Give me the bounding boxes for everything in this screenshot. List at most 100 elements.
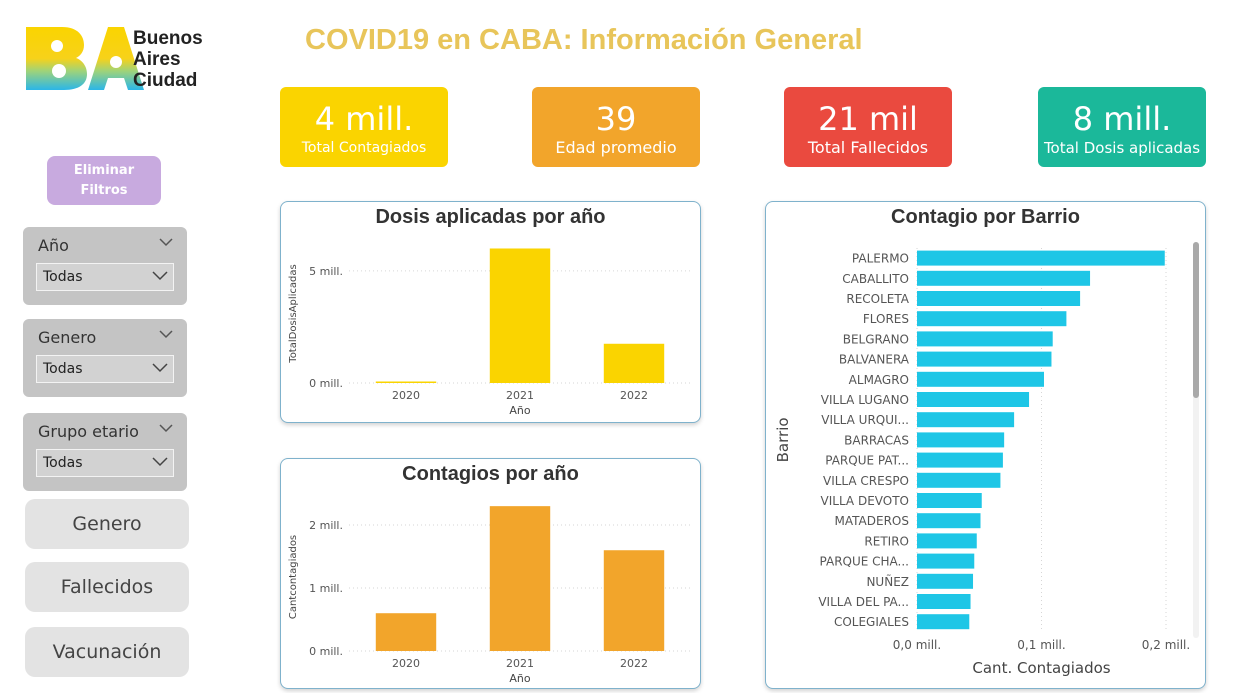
y-axis-title: Cantcontagiados [288,535,299,619]
chevron-down-icon[interactable] [159,423,173,433]
y-tick-label: VILLA DEVOTO [821,494,909,508]
slicer-title: Genero [38,328,97,347]
kpi-label: Total Contagiados [301,140,427,156]
bar [917,371,1044,387]
x-axis-title: Año [509,404,530,417]
y-tick-label: PALERMO [852,252,909,266]
slicer-value: Todas [43,455,83,471]
bar [917,412,1015,428]
chart-barrio-svg: 0,0 mill. 0,1 mill. 0,2 mill. PALERMO CABALL… [774,248,1190,677]
chart-dosis-por-anio: Dosis aplicadas por año 0 mill. 5 mill. 20… [280,201,701,423]
bar [917,513,981,529]
bar [917,493,982,508]
y-tick-label: BARRACAS [844,433,909,447]
slicer-dropdown[interactable]: Todas [36,449,174,477]
x-tick-label: 2020 [392,657,420,670]
clear-filters-button[interactable]: Eliminar Filtros [47,156,161,205]
nav-genero-button[interactable]: Genero [25,499,189,549]
x-tick-label: 2022 [620,657,648,670]
kpi-label: Total Dosis aplicadas [1043,139,1201,157]
kpi-value: 8 mill. [1072,100,1172,138]
chevron-down-icon [152,271,168,281]
bar [917,594,971,609]
bar [917,392,1030,407]
y-tick-label: PARQUE PAT... [825,454,909,468]
chevron-down-icon[interactable] [159,237,173,247]
x-tick-label: 0,1 mill. [1017,638,1065,652]
slicer-dropdown[interactable]: Todas [36,355,174,383]
x-tick-label: 2021 [506,657,534,670]
kpi-label: Edad promedio [555,138,677,157]
slicer-title: Año [38,236,69,255]
y-tick-label: VILLA LUGANO [821,393,909,407]
scrollbar-thumb[interactable] [1193,242,1199,398]
kpi-total-contagiados: 4 mill. Total Contagiados [280,87,448,167]
chart-dosis-svg: 0 mill. 5 mill. 2020 2021 2022 Año TotalDosisA… [288,248,691,417]
y-tick-label: VILLA DEL PA... [818,595,909,609]
y-tick-label: CABALLITO [842,272,909,286]
bar [489,506,551,651]
kpi-label: Total Fallecidos [807,138,929,157]
x-axis-title: Año [509,672,530,685]
y-tick-label: FLORES [863,312,909,326]
y-axis-title: Barrio [774,417,792,462]
slicer-anio[interactable]: Año Todas [23,227,187,305]
y-tick-label: 0 mill. [309,377,343,390]
bar [917,614,970,630]
bar [917,432,1005,448]
nav-fallecidos-button[interactable]: Fallecidos [25,562,189,612]
y-tick-label: 1 mill. [309,582,343,595]
bar [917,573,974,589]
y-tick-label: MATADEROS [835,514,909,528]
nav-vacunacion-button[interactable]: Vacunación [25,627,189,677]
bar [917,291,1081,306]
kpi-value: 21 mil [818,100,918,138]
y-tick-label: VILLA CRESPO [823,474,909,488]
slicer-grupo-etario[interactable]: Grupo etario Todas [23,413,187,491]
logo-text: Buenos Aires Ciudad [133,28,203,91]
slicer-dropdown[interactable]: Todas [36,263,174,291]
kpi-value: 4 mill. [314,100,414,138]
bar [375,381,437,383]
bar [603,343,665,383]
bar [917,270,1091,286]
page-title: COVID19 en CABA: Información General [305,24,863,56]
bar [917,250,1165,266]
y-tick-label: NUÑEZ [866,574,909,589]
chart-title: Contagios por año [402,463,579,485]
y-axis-title: TotalDosisAplicadas [288,264,299,363]
y-tick-label: BALVANERA [839,353,910,367]
y-tick-label: ALMAGRO [849,373,909,387]
y-tick-label: 2 mill. [309,519,343,532]
kpi-total-dosis: 8 mill. Total Dosis aplicadas [1038,87,1206,167]
x-axis-title: Cant. Contagiados [972,659,1110,677]
slicer-genero[interactable]: Genero Todas [23,319,187,397]
bar [489,248,551,383]
chart-contagios-svg: 0 mill. 1 mill. 2 mill. 2020 2021 2022 Año Cant… [288,506,691,685]
x-tick-label: 2022 [620,389,648,402]
slicer-title: Grupo etario [38,422,139,441]
kpi-value: 39 [595,100,637,138]
bar [603,550,665,651]
bar [375,613,437,651]
scrollbar-track[interactable] [1193,242,1199,638]
y-tick-label: 0 mill. [309,645,343,658]
x-tick-label: 0,0 mill. [893,638,941,652]
buenos-aires-logo [26,27,144,90]
chevron-down-icon[interactable] [159,329,173,339]
x-tick-label: 2020 [392,389,420,402]
y-tick-label: RETIRO [864,534,909,548]
y-tick-label: PARQUE CHA... [820,555,909,569]
chevron-down-icon [152,457,168,467]
y-tick-label: VILLA URQUI... [821,413,909,427]
bar [917,533,977,549]
bar [917,472,1001,488]
y-tick-label: BELGRANO [843,332,909,346]
kpi-edad-promedio: 39 Edad promedio [532,87,700,167]
bar [917,311,1067,327]
slicer-value: Todas [43,361,83,377]
chevron-down-icon [152,363,168,373]
bar [917,331,1053,347]
kpi-total-fallecidos: 21 mil Total Fallecidos [784,87,952,167]
x-tick-label: 0,2 mill. [1142,638,1190,652]
